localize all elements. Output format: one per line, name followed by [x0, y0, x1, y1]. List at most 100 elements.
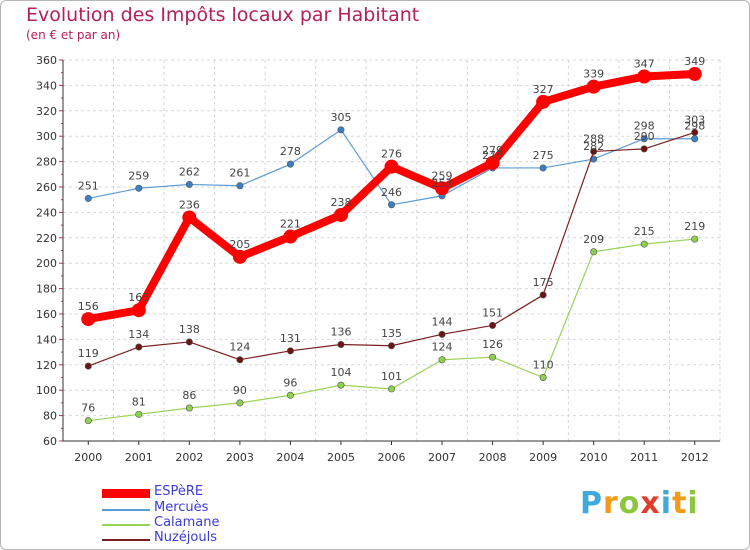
data-label-espere: 238 [330, 196, 351, 209]
y-tick-label: 160 [36, 308, 57, 321]
data-label-nuzejouls: 151 [482, 306, 503, 319]
data-label-nuzejouls: 134 [128, 328, 149, 341]
y-tick-label: 240 [36, 206, 57, 219]
data-point-espere [283, 229, 298, 244]
data-point-espere [182, 210, 197, 225]
data-label-calamane: 209 [583, 233, 604, 246]
data-label-nuzejouls: 290 [634, 130, 655, 143]
legend-label-mercues: Mercuès [154, 500, 209, 515]
data-point-calamane [84, 417, 92, 425]
logo-letter: i [660, 486, 673, 521]
y-tick-label: 80 [43, 410, 57, 423]
data-point-nuzejouls [236, 356, 244, 364]
data-point-calamane [286, 391, 294, 399]
data-point-mercues [185, 180, 193, 188]
chart-title: Evolution des Impôts locaux par Habitant [26, 4, 420, 26]
data-point-espere [384, 159, 399, 174]
data-label-mercues: 275 [533, 149, 554, 162]
data-point-mercues [387, 201, 395, 209]
data-point-nuzejouls [691, 128, 699, 136]
data-label-espere: 156 [78, 300, 99, 313]
data-label-mercues: 246 [381, 186, 402, 199]
data-point-calamane [640, 240, 648, 248]
data-point-nuzejouls [185, 338, 193, 346]
y-tick-label: 300 [36, 130, 57, 143]
data-label-mercues: 305 [330, 111, 351, 124]
data-point-calamane [135, 410, 143, 418]
data-label-calamane: 96 [283, 376, 297, 389]
series-lines [81, 66, 702, 425]
x-tick-label: 2010 [580, 451, 608, 464]
data-label-espere: 347 [634, 58, 655, 71]
data-point-calamane [489, 353, 497, 361]
data-label-calamane: 81 [132, 395, 146, 408]
data-point-calamane [691, 235, 699, 243]
data-point-nuzejouls [640, 145, 648, 153]
data-label-calamane: 104 [330, 366, 351, 379]
logo-letter: o [618, 486, 641, 521]
legend-label-calamane: Calamane [154, 515, 220, 530]
data-label-calamane: 124 [432, 341, 453, 354]
data-point-nuzejouls [438, 330, 446, 338]
x-tick-label: 2011 [630, 451, 658, 464]
data-label-mercues: 261 [229, 167, 250, 180]
data-label-espere: 205 [229, 238, 250, 251]
x-tick-label: 2002 [175, 451, 203, 464]
data-point-mercues [84, 194, 92, 202]
axes: 60 80 100 120 140 160 180 200 220 240 260 280 300 320… [36, 54, 720, 464]
x-tick-label: 2000 [74, 451, 102, 464]
data-label-espere: 327 [533, 83, 554, 96]
y-tick-label: 100 [36, 384, 57, 397]
data-point-mercues [539, 164, 547, 172]
data-label-mercues: 251 [78, 179, 99, 192]
logo-letter: t [672, 486, 688, 521]
x-tick-label: 2008 [479, 451, 507, 464]
data-point-calamane [185, 404, 193, 412]
data-label-calamane: 86 [182, 389, 196, 402]
data-label-espere: 163 [128, 291, 149, 304]
y-tick-label: 360 [36, 54, 57, 67]
data-label-mercues: 259 [128, 169, 149, 182]
data-label-calamane: 110 [533, 359, 554, 372]
data-point-nuzejouls [84, 362, 92, 370]
data-label-calamane: 76 [81, 402, 95, 415]
data-point-nuzejouls [590, 147, 598, 155]
data-label-calamane: 126 [482, 338, 503, 351]
legend-swatch-espere [102, 489, 150, 498]
data-point-mercues [337, 126, 345, 134]
data-point-espere [81, 312, 96, 327]
chart-subtitle: (en € et par an) [26, 28, 121, 42]
data-label-espere: 349 [684, 55, 705, 68]
data-point-espere [687, 66, 702, 81]
data-label-mercues: 278 [280, 145, 301, 158]
data-point-espere [637, 69, 652, 84]
proxiti-logo: Proxiti [580, 486, 699, 521]
data-label-espere: 259 [432, 169, 453, 182]
data-point-calamane [590, 248, 598, 256]
y-tick-label: 60 [43, 435, 57, 448]
data-point-espere [536, 94, 551, 109]
data-label-calamane: 219 [684, 220, 705, 233]
data-point-espere [485, 155, 500, 170]
y-tick-label: 340 [36, 79, 57, 92]
legend-swatch-mercues [102, 509, 150, 511]
x-tick-label: 2005 [327, 451, 355, 464]
data-point-calamane [387, 385, 395, 393]
data-label-espere: 236 [179, 198, 200, 211]
data-point-espere [232, 249, 247, 264]
logo-letter: r [603, 486, 619, 521]
y-tick-label: 260 [36, 181, 57, 194]
legend-swatch-calamane [102, 524, 150, 526]
data-label-mercues: 253 [432, 177, 453, 190]
y-tick-label: 280 [36, 156, 57, 169]
y-tick-label: 320 [36, 105, 57, 118]
data-point-nuzejouls [539, 291, 547, 299]
y-tick-label: 220 [36, 232, 57, 245]
plot-area [63, 60, 720, 441]
data-label-nuzejouls: 138 [179, 323, 200, 336]
x-tick-label: 2012 [681, 451, 709, 464]
data-label-mercues: 262 [179, 165, 200, 178]
data-point-nuzejouls [387, 342, 395, 350]
data-label-nuzejouls: 124 [229, 341, 250, 354]
data-point-nuzejouls [337, 340, 345, 348]
